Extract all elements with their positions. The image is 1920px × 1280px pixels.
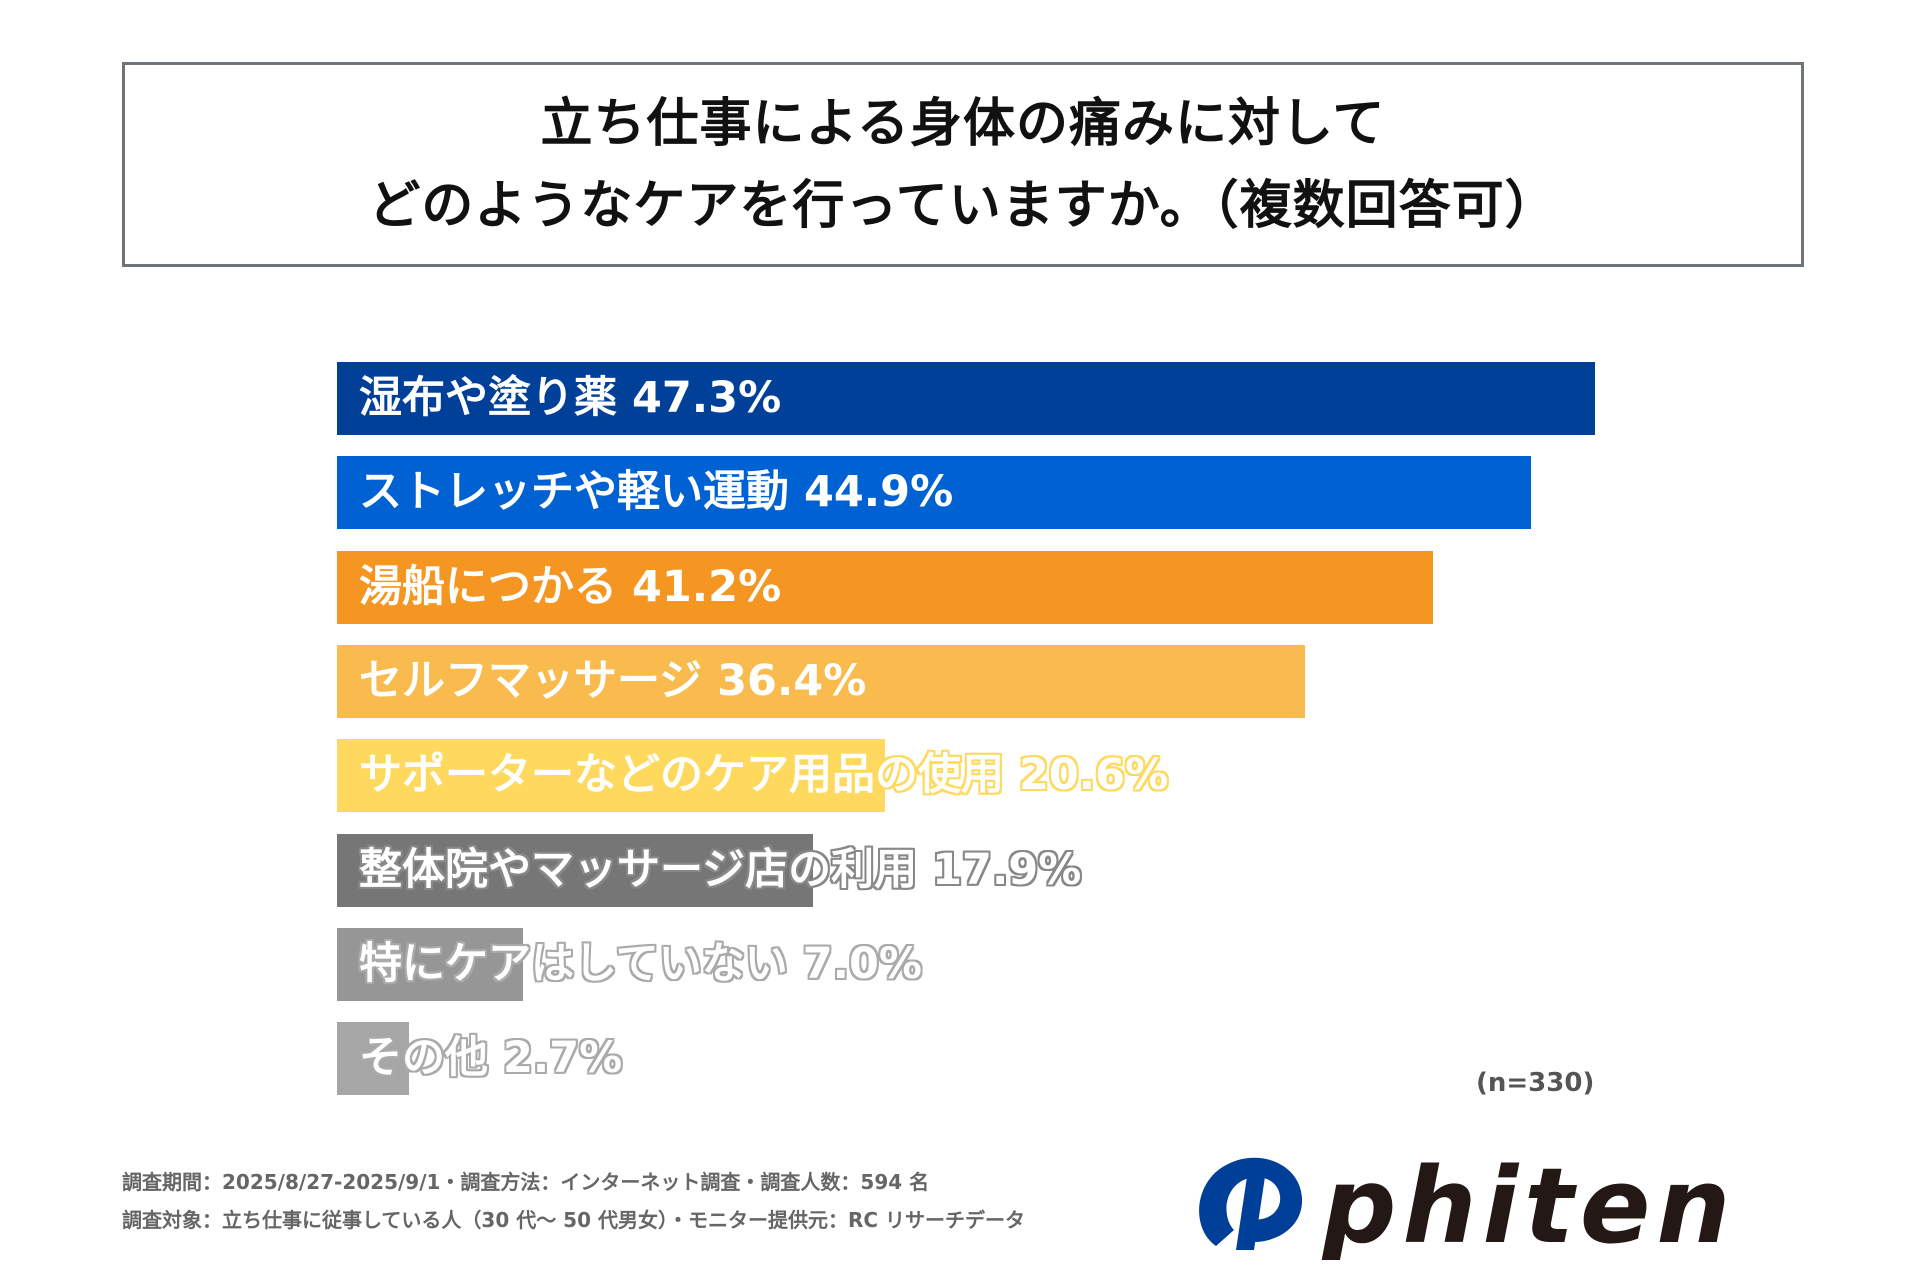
bar-label-6: 特にケアはしていない 7.0% xyxy=(359,928,922,1001)
value-label: 17.9% xyxy=(917,844,1082,895)
bar-3 xyxy=(337,644,1306,718)
bar-label-4: サポーターなどのケア用品の使用 20.6% xyxy=(359,739,1168,812)
value-label: 20.6% xyxy=(1004,750,1169,801)
category-label: 特にケアはしていない xyxy=(359,938,788,989)
bar-6 xyxy=(337,927,524,1001)
bar-label-0: 湿布や塗り薬 47.3% xyxy=(359,362,781,435)
bar-label-7: その他 2.7% xyxy=(359,1022,622,1095)
bar-chart: 湿布や塗り薬 47.3% ストレッチや軽い運動 44.9% 湯船につかる 41.2%… xyxy=(337,362,1595,1096)
category-label: 湯船につかる xyxy=(359,561,617,612)
value-label: 36.4% xyxy=(702,655,867,706)
category-label: 整体院やマッサージ店の利用 xyxy=(359,844,918,895)
phiten-mark-icon xyxy=(1199,1157,1303,1250)
category-label: その他 xyxy=(359,1033,488,1084)
category-label: セルフマッサージ xyxy=(359,655,703,706)
value-label: 41.2% xyxy=(617,561,782,612)
title-line-2: どのようなケアを行っていますか。（複数回答可） xyxy=(368,175,1558,236)
bar-2 xyxy=(337,550,1433,624)
value-label: 44.9% xyxy=(789,467,954,518)
category-label: 湿布や塗り薬 xyxy=(359,373,617,423)
bar-label-3: セルフマッサージ 36.4% xyxy=(359,645,866,718)
bar-1 xyxy=(337,456,1532,530)
sample-size-note: (n=330) xyxy=(1476,1068,1595,1098)
category-label: ストレッチや軽い運動 xyxy=(359,467,789,518)
value-label: 2.7% xyxy=(488,1033,623,1084)
title-box: 立ち仕事による身体の痛みに対して どのようなケアを行っていますか。（複数回答可） xyxy=(122,62,1804,267)
bar-7 xyxy=(337,1022,409,1096)
bar-0 xyxy=(337,362,1595,435)
category-label: サポーターなどのケア用品の使用 xyxy=(359,750,1004,801)
survey-target-note: 調査対象：立ち仕事に従事している人（30 代～ 50 代男女）・モニター提供元：… xyxy=(122,1208,1025,1232)
title-line-1: 立ち仕事による身体の痛みに対して xyxy=(540,93,1386,154)
bar-label-1: ストレッチや軽い運動 44.9% xyxy=(359,456,953,529)
phiten-logo: phiten xyxy=(1199,1150,1736,1260)
phiten-logo-text: phiten xyxy=(1320,1150,1736,1260)
bar-label-5: 整体院やマッサージ店の利用 17.9% xyxy=(359,834,1081,907)
value-label: 47.3% xyxy=(617,373,782,423)
survey-period-note: 調査期間：2025/8/27-2025/9/1・調査方法：インターネット調査・調… xyxy=(122,1170,930,1194)
bar-5 xyxy=(337,833,814,907)
value-label: 7.0% xyxy=(787,938,922,989)
bar-4 xyxy=(337,739,885,813)
bar-label-2: 湯船につかる 41.2% xyxy=(359,551,781,624)
